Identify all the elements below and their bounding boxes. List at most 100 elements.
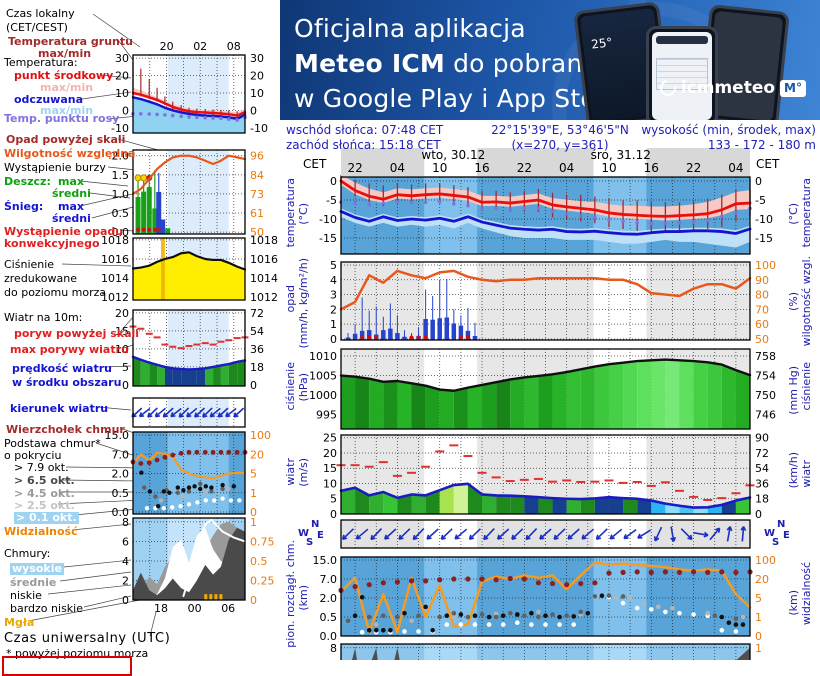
svg-text:22: 22 <box>347 161 362 175</box>
axis-wiatr-left: wiatr <box>284 458 297 486</box>
svg-text:04: 04 <box>559 161 574 175</box>
legend-kierunek: kierunek wiatru <box>10 403 108 415</box>
svg-text:60: 60 <box>755 318 769 331</box>
altitude-values: 133 - 172 - 180 m <box>640 138 816 153</box>
svg-text:-10: -10 <box>755 213 773 226</box>
axis-wilgotnosc-unit-right: (%) <box>787 292 800 311</box>
partial-red-box <box>2 656 132 676</box>
axis-opad-unit-left: (mm/h, kg/m²/h) <box>297 258 310 349</box>
compass-rose-right: N E S W <box>764 522 790 548</box>
svg-text:10: 10 <box>250 87 264 100</box>
svg-text:0.5: 0.5 <box>112 207 130 220</box>
legend-bardzo-niskie: bardzo niskie <box>10 603 83 615</box>
legend-okt-01: > 0.1 okt. <box>14 512 79 524</box>
panel-main_winddir <box>341 520 750 548</box>
svg-text:7.0: 7.0 <box>112 448 130 461</box>
cet-label-right: CET <box>756 157 779 171</box>
legend-mgla: Mgła <box>4 617 34 629</box>
svg-text:0: 0 <box>122 104 129 117</box>
legend-snieg: Śnieg: <box>4 201 43 213</box>
legend-predkosc-1: prędkość wiatru <box>12 363 112 375</box>
legend-wiatr-10m: Wiatr na 10m: <box>4 312 82 324</box>
legend-deszcz-max: max <box>58 176 84 188</box>
svg-text:16: 16 <box>474 161 489 175</box>
svg-text:30: 30 <box>115 52 129 65</box>
svg-text:1: 1 <box>250 516 257 529</box>
compass-w: W <box>298 528 309 539</box>
svg-text:8: 8 <box>122 516 129 529</box>
svg-text:30: 30 <box>250 52 264 65</box>
compass-w: W <box>764 528 775 539</box>
svg-text:02: 02 <box>193 40 207 53</box>
legend-utc: Czas uniwersalny (UTC) <box>4 632 170 646</box>
svg-text:746: 746 <box>755 409 776 422</box>
svg-text:0: 0 <box>122 594 129 607</box>
svg-text:73: 73 <box>250 188 264 201</box>
svg-text:-15: -15 <box>319 232 337 245</box>
svg-text:15: 15 <box>323 462 337 475</box>
svg-text:0: 0 <box>330 175 337 188</box>
legend-okt-25: > 2.5 okt. <box>14 500 75 512</box>
legend-temperatura: Temperatura: <box>4 57 78 69</box>
svg-text:1010: 1010 <box>309 350 337 363</box>
svg-text:1.5: 1.5 <box>112 169 130 182</box>
svg-text:100: 100 <box>250 429 271 442</box>
svg-text:20: 20 <box>115 307 129 320</box>
compass-e: E <box>317 530 324 541</box>
svg-text:72: 72 <box>250 307 264 320</box>
svg-text:0: 0 <box>330 508 337 521</box>
svg-text:18: 18 <box>755 493 769 506</box>
svg-text:100: 100 <box>755 554 776 567</box>
axis-wiatr-unit-right: (km/h) <box>787 452 800 488</box>
svg-text:8: 8 <box>330 642 337 655</box>
compass-n: N <box>777 519 785 530</box>
axis-widzialnosc-right: widzialność <box>800 562 813 625</box>
svg-text:54: 54 <box>250 325 264 338</box>
svg-text:1005: 1005 <box>309 370 337 383</box>
phone-screen-meteogram <box>652 32 712 120</box>
svg-text:1.0: 1.0 <box>112 188 130 201</box>
legend-cisnienie-3: do poziomu morza <box>4 287 106 299</box>
svg-text:4: 4 <box>122 555 129 568</box>
app-banner[interactable]: Oficjalna aplikacja Meteo ICM do pobrani… <box>280 0 820 120</box>
legend-podstawa-1: Podstawa chmur* <box>4 438 101 450</box>
axis-cisnienie-unit-left: (hPa) <box>297 373 310 401</box>
svg-text:1016: 1016 <box>250 253 278 266</box>
svg-text:0: 0 <box>755 508 762 521</box>
svg-text:2: 2 <box>330 303 337 316</box>
axis-temperatura-right: temperatura <box>800 178 813 247</box>
legend-wysokie: wysokie <box>10 563 64 575</box>
sunrise-label: wschód słońca: 07:48 CET <box>286 123 443 138</box>
svg-text:61: 61 <box>250 207 264 220</box>
legend-maxmin-1: max/min <box>40 82 93 94</box>
legend-snieg-max: max <box>58 201 84 213</box>
orbit-icon <box>657 77 679 99</box>
logo-text: icmmeteo <box>681 78 775 98</box>
svg-text:758: 758 <box>755 350 776 363</box>
compass-e: E <box>783 530 790 541</box>
svg-text:72: 72 <box>755 447 769 460</box>
legend-punkt-rosy: Temp. punktu rosy <box>4 113 119 125</box>
svg-text:10: 10 <box>601 161 616 175</box>
axis-cisnienie-unit-right: (mm Hg) <box>787 366 800 415</box>
svg-text:36: 36 <box>250 343 264 356</box>
svg-text:-5: -5 <box>326 194 337 207</box>
logo-badge: M° <box>780 80 806 97</box>
phone-mockup-2 <box>646 26 718 120</box>
svg-text:10: 10 <box>323 477 337 490</box>
svg-text:10: 10 <box>432 161 447 175</box>
axis-temperatura-unit-left: (°C) <box>297 203 310 225</box>
axis-opad-left: opad <box>284 285 297 312</box>
svg-text:1016: 1016 <box>101 253 129 266</box>
svg-text:54: 54 <box>755 462 769 475</box>
axis-cisnienie-right: ciśnienie <box>800 362 813 410</box>
axis-wiatr-unit-left: (m/s) <box>297 458 310 487</box>
svg-text:3: 3 <box>330 289 337 302</box>
